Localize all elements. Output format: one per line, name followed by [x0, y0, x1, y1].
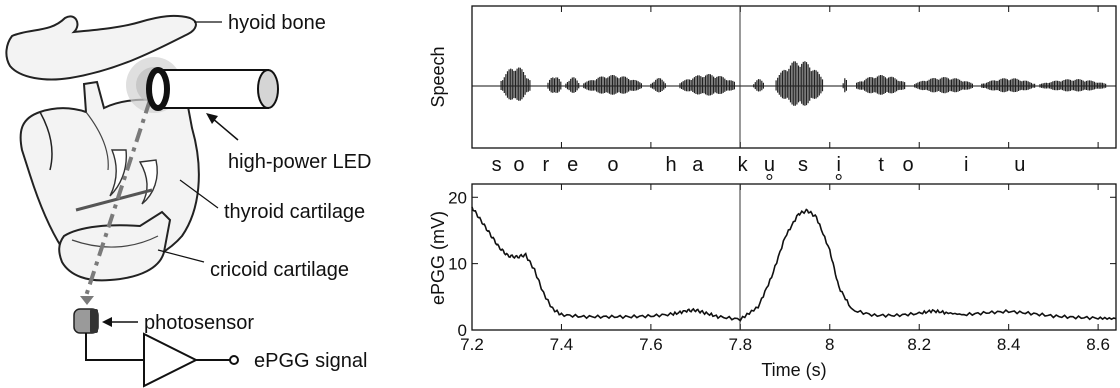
amplifier-icon	[143, 332, 199, 388]
x-tick-label: 8.4	[997, 335, 1021, 354]
x-tick-label: 8.6	[1086, 335, 1110, 354]
phoneme-label: t	[878, 154, 884, 176]
speech-ylabel: Speech	[428, 46, 448, 107]
phoneme-label: i	[836, 154, 840, 176]
phoneme-label: s	[798, 154, 808, 176]
phoneme-label: u	[1014, 154, 1025, 176]
phoneme-label: o	[513, 154, 524, 176]
epgg-series-line	[471, 206, 1117, 322]
x-tick-label: 7.2	[460, 335, 484, 354]
photosensor-icon	[73, 308, 99, 334]
speech-waveform	[500, 61, 1107, 106]
epgg-ylabel: ePGG (mV)	[428, 211, 448, 305]
label-epgg-signal: ePGG signal	[254, 350, 367, 372]
x-tick-label: 8.2	[907, 335, 931, 354]
anatomy-diagram: hyoid bone high-power LED thyroid cartil…	[5, 12, 371, 388]
phoneme-label: o	[902, 154, 913, 176]
phoneme-label: a	[692, 154, 704, 176]
phoneme-label: r	[542, 154, 549, 176]
phoneme-label: u	[764, 154, 775, 176]
x-tick-label: 7.8	[729, 335, 753, 354]
phoneme-label: k	[738, 154, 749, 176]
phoneme-label: o	[607, 154, 618, 176]
label-hyoid-bone: hyoid bone	[228, 12, 326, 34]
x-tick-label: 7.4	[550, 335, 574, 354]
y-tick-label: 0	[458, 321, 467, 340]
y-tick-label: 20	[448, 188, 467, 207]
label-high-power-led: high-power LED	[228, 151, 371, 173]
signal-terminal	[229, 355, 239, 365]
epgg-axes-frame	[471, 183, 1117, 331]
phoneme-label: i	[964, 154, 968, 176]
light-path	[84, 99, 152, 297]
phoneme-label: e	[567, 154, 578, 176]
phoneme-label: h	[665, 154, 676, 176]
y-tick-label: 10	[448, 255, 467, 274]
epgg-chart: 7.2 7.4 7.6 7.8 8 8.2 8.4 8.6 0 10 20 Time (s) ePG…	[428, 183, 1117, 380]
epgg-xlabel: Time (s)	[761, 360, 826, 380]
led-icon	[146, 67, 279, 111]
label-thyroid-cartilage: thyroid cartilage	[224, 201, 365, 223]
label-photosensor: photosensor	[144, 312, 254, 334]
x-tick-label: 7.6	[639, 335, 663, 354]
cricoid-cartilage	[58, 210, 172, 282]
speech-axes-frame	[471, 5, 1117, 149]
hyoid-bone	[5, 14, 197, 81]
speech-waveform-bursts	[500, 61, 1107, 106]
devoicing-mark	[835, 174, 842, 180]
devoicing-mark	[766, 174, 773, 180]
x-tick-label: 8	[825, 335, 834, 354]
phoneme-label: s	[492, 154, 502, 176]
light-arrow-head	[80, 296, 94, 305]
label-cricoid-cartilage: cricoid cartilage	[210, 259, 349, 281]
